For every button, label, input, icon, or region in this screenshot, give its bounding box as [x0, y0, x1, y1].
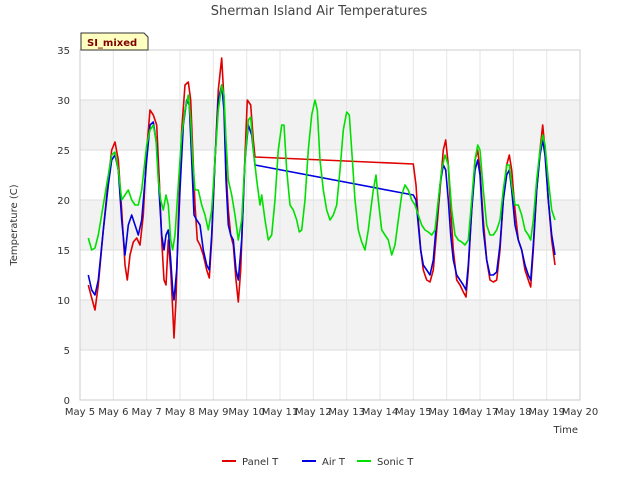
- x-tick-label: May 5: [65, 407, 95, 418]
- x-tick-label: May 17: [462, 407, 499, 418]
- legend: Panel T Air T Sonic T: [222, 457, 414, 468]
- y-tick-label: 35: [57, 46, 70, 57]
- x-tick-label: May 15: [395, 407, 432, 418]
- series-line-sonic-t: [87, 84, 556, 256]
- plot-band: [80, 200, 580, 250]
- y-tick-label: 15: [57, 246, 70, 257]
- y-axis-label: Temperature (C): [9, 184, 20, 266]
- x-tick-label: May 19: [528, 407, 565, 418]
- legend-label: Air T: [322, 457, 346, 468]
- y-tick-label: 20: [57, 196, 70, 207]
- y-axis-ticks: 0 5 10 15 20 25 30 35: [57, 46, 70, 407]
- x-tick-label: May 6: [98, 407, 128, 418]
- plot-band: [80, 100, 580, 150]
- x-tick-label: May 9: [198, 407, 228, 418]
- x-tick-label: May 18: [495, 407, 532, 418]
- y-tick-label: 25: [57, 146, 70, 157]
- plot-band: [80, 350, 580, 400]
- x-tick-label: May 20: [562, 407, 599, 418]
- x-tick-label: May 7: [132, 407, 162, 418]
- x-tick-label: May 11: [262, 407, 299, 418]
- y-tick-label: 5: [64, 346, 70, 357]
- x-tick-label: May 12: [295, 407, 332, 418]
- y-tick-label: 0: [64, 396, 70, 407]
- legend-label: Panel T: [242, 457, 279, 468]
- y-tick-label: 10: [57, 296, 70, 307]
- x-tick-label: May 16: [428, 407, 465, 418]
- plot-band: [80, 50, 580, 100]
- x-tick-label: May 8: [165, 407, 195, 418]
- x-tick-label: May 13: [328, 407, 365, 418]
- x-tick-label: May 10: [228, 407, 265, 418]
- site-label: SI_mixed: [87, 38, 137, 49]
- plot-background: [80, 50, 580, 400]
- plot-band: [80, 150, 580, 200]
- data-series: [87, 57, 556, 339]
- chart-title: Sherman Island Air Temperatures: [211, 4, 428, 19]
- legend-label: Sonic T: [377, 457, 414, 468]
- plot-frame: [79, 49, 581, 401]
- plot-band: [80, 300, 580, 350]
- y-tick-label: 30: [57, 96, 70, 107]
- x-tick-label: May 14: [362, 407, 399, 418]
- x-axis-label: Time: [553, 425, 578, 436]
- site-label-box: SI_mixed: [80, 32, 149, 51]
- plot-band: [80, 250, 580, 300]
